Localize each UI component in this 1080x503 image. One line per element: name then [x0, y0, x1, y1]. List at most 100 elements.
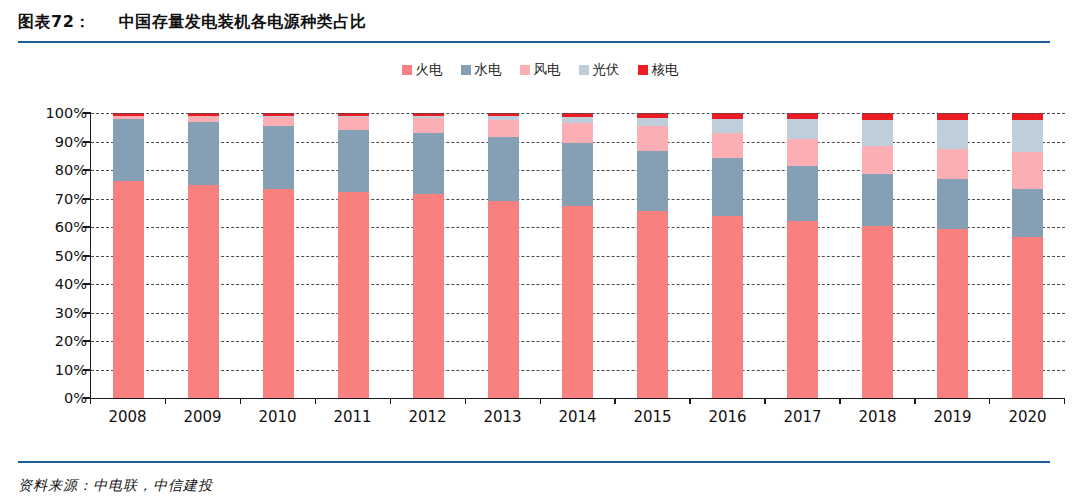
bar-segment-hydro-2010: [263, 126, 294, 189]
stacked-bar-2018: [862, 113, 893, 398]
bar-segment-wind-2015: [637, 126, 668, 151]
x-axis-tick-5: [465, 399, 466, 404]
y-axis-label-100: 100%: [46, 105, 87, 121]
bar-segment-hydro-2012: [413, 133, 444, 195]
stacked-bar-2011: [338, 113, 369, 398]
stacked-bar-2009: [188, 113, 219, 398]
bar-slot-2019: [915, 113, 990, 398]
x-axis-label-2009: 2009: [165, 408, 240, 426]
bar-segment-wind-2014: [562, 123, 593, 143]
bar-segment-nuclear-2019: [937, 113, 968, 120]
plot-area: 0%10%20%30%40%50%60%70%80%90%100%: [90, 113, 1065, 399]
bar-slot-2015: [615, 113, 690, 398]
bar-slot-2011: [316, 113, 391, 398]
bar-series-container: [91, 113, 1065, 398]
x-axis-label-2019: 2019: [915, 408, 990, 426]
y-axis-label-60: 60%: [55, 219, 87, 235]
bar-slot-2018: [840, 113, 915, 398]
bar-segment-wind-2019: [937, 149, 968, 179]
bar-slot-2020: [990, 113, 1065, 398]
x-axis-labels: 2008200920102011201220132014201520162017…: [90, 408, 1065, 426]
stacked-bar-2010: [263, 113, 294, 398]
bar-segment-thermal-2013: [488, 201, 519, 398]
bar-segment-solar-2015: [637, 118, 668, 126]
stacked-bar-2017: [787, 113, 818, 398]
x-axis-label-2010: 2010: [240, 408, 315, 426]
bar-segment-wind-2016: [712, 133, 743, 159]
stacked-bar-2016: [712, 113, 743, 398]
bar-segment-thermal-2017: [787, 221, 818, 398]
x-axis-tick-13: [1064, 399, 1065, 404]
y-axis-label-20: 20%: [55, 333, 87, 349]
bar-segment-hydro-2008: [113, 119, 144, 181]
x-axis-tick-7: [614, 399, 615, 404]
bar-slot-2014: [541, 113, 616, 398]
bar-segment-thermal-2014: [562, 206, 593, 398]
stacked-bar-2014: [562, 113, 593, 398]
bar-segment-wind-2012: [413, 118, 444, 133]
x-axis-tick-8: [689, 399, 690, 404]
bar-segment-hydro-2009: [188, 122, 219, 185]
bar-segment-solar-2018: [862, 120, 893, 146]
x-axis-tick-10: [839, 399, 840, 404]
stacked-bar-2013: [488, 113, 519, 398]
stacked-bar-2012: [413, 113, 444, 398]
x-axis-tick-9: [764, 399, 765, 404]
source-note: 资料来源：中电联，中信建投: [18, 477, 213, 495]
bar-slot-2008: [91, 113, 166, 398]
x-axis-tick-4: [390, 399, 391, 404]
y-axis-label-40: 40%: [55, 276, 87, 292]
report-figure-page: 图表72：中国存量发电装机各电源种类占比 火电水电风电光伏核电 0%10%20%…: [0, 0, 1080, 503]
bar-segment-wind-2017: [787, 139, 818, 165]
bar-segment-nuclear-2018: [862, 113, 893, 120]
x-axis-tick-3: [315, 399, 316, 404]
bar-slot-2013: [466, 113, 541, 398]
x-axis-label-2018: 2018: [840, 408, 915, 426]
bar-segment-hydro-2018: [862, 174, 893, 227]
y-axis-label-30: 30%: [55, 305, 87, 321]
x-axis-tick-1: [165, 399, 166, 404]
x-axis-tick-11: [914, 399, 915, 404]
y-axis-label-80: 80%: [55, 162, 87, 178]
x-axis-tick-2: [240, 399, 241, 404]
bar-segment-thermal-2019: [937, 229, 968, 398]
x-axis-tick-0: [90, 399, 91, 404]
bar-segment-wind-2018: [862, 146, 893, 174]
gridline-100: [91, 113, 1065, 114]
stacked-bar-2020: [1012, 113, 1043, 398]
bar-slot-2017: [765, 113, 840, 398]
bar-segment-thermal-2009: [188, 185, 219, 398]
x-axis-label-2015: 2015: [615, 408, 690, 426]
bar-slot-2012: [391, 113, 466, 398]
bar-slot-2016: [690, 113, 765, 398]
bar-segment-thermal-2012: [413, 194, 444, 398]
bar-segment-thermal-2011: [338, 192, 369, 398]
x-axis-label-2016: 2016: [690, 408, 765, 426]
footer-divider-line: [18, 461, 1050, 463]
bar-slot-2010: [241, 113, 316, 398]
y-axis-label-10: 10%: [55, 362, 87, 378]
stacked-bar-chart: 0%10%20%30%40%50%60%70%80%90%100% 200820…: [0, 0, 1080, 503]
stacked-bar-2008: [113, 113, 144, 398]
x-axis-label-2013: 2013: [465, 408, 540, 426]
x-axis-label-2017: 2017: [765, 408, 840, 426]
bar-segment-hydro-2014: [562, 143, 593, 206]
bar-segment-solar-2016: [712, 119, 743, 132]
x-axis-tick-6: [540, 399, 541, 404]
x-axis-label-2020: 2020: [990, 408, 1065, 426]
bar-segment-hydro-2019: [937, 179, 968, 229]
x-axis-label-2014: 2014: [540, 408, 615, 426]
bar-segment-solar-2020: [1012, 120, 1043, 153]
bar-segment-solar-2019: [937, 120, 968, 149]
x-axis-label-2012: 2012: [390, 408, 465, 426]
stacked-bar-2015: [637, 113, 668, 398]
y-axis-label-90: 90%: [55, 134, 87, 150]
bar-segment-thermal-2020: [1012, 237, 1043, 398]
stacked-bar-2019: [937, 113, 968, 398]
bar-segment-thermal-2015: [637, 211, 668, 398]
bar-segment-hydro-2011: [338, 130, 369, 192]
y-axis-label-70: 70%: [55, 191, 87, 207]
bar-segment-hydro-2020: [1012, 189, 1043, 237]
y-axis-label-50: 50%: [55, 248, 87, 264]
bar-segment-hydro-2016: [712, 158, 743, 215]
